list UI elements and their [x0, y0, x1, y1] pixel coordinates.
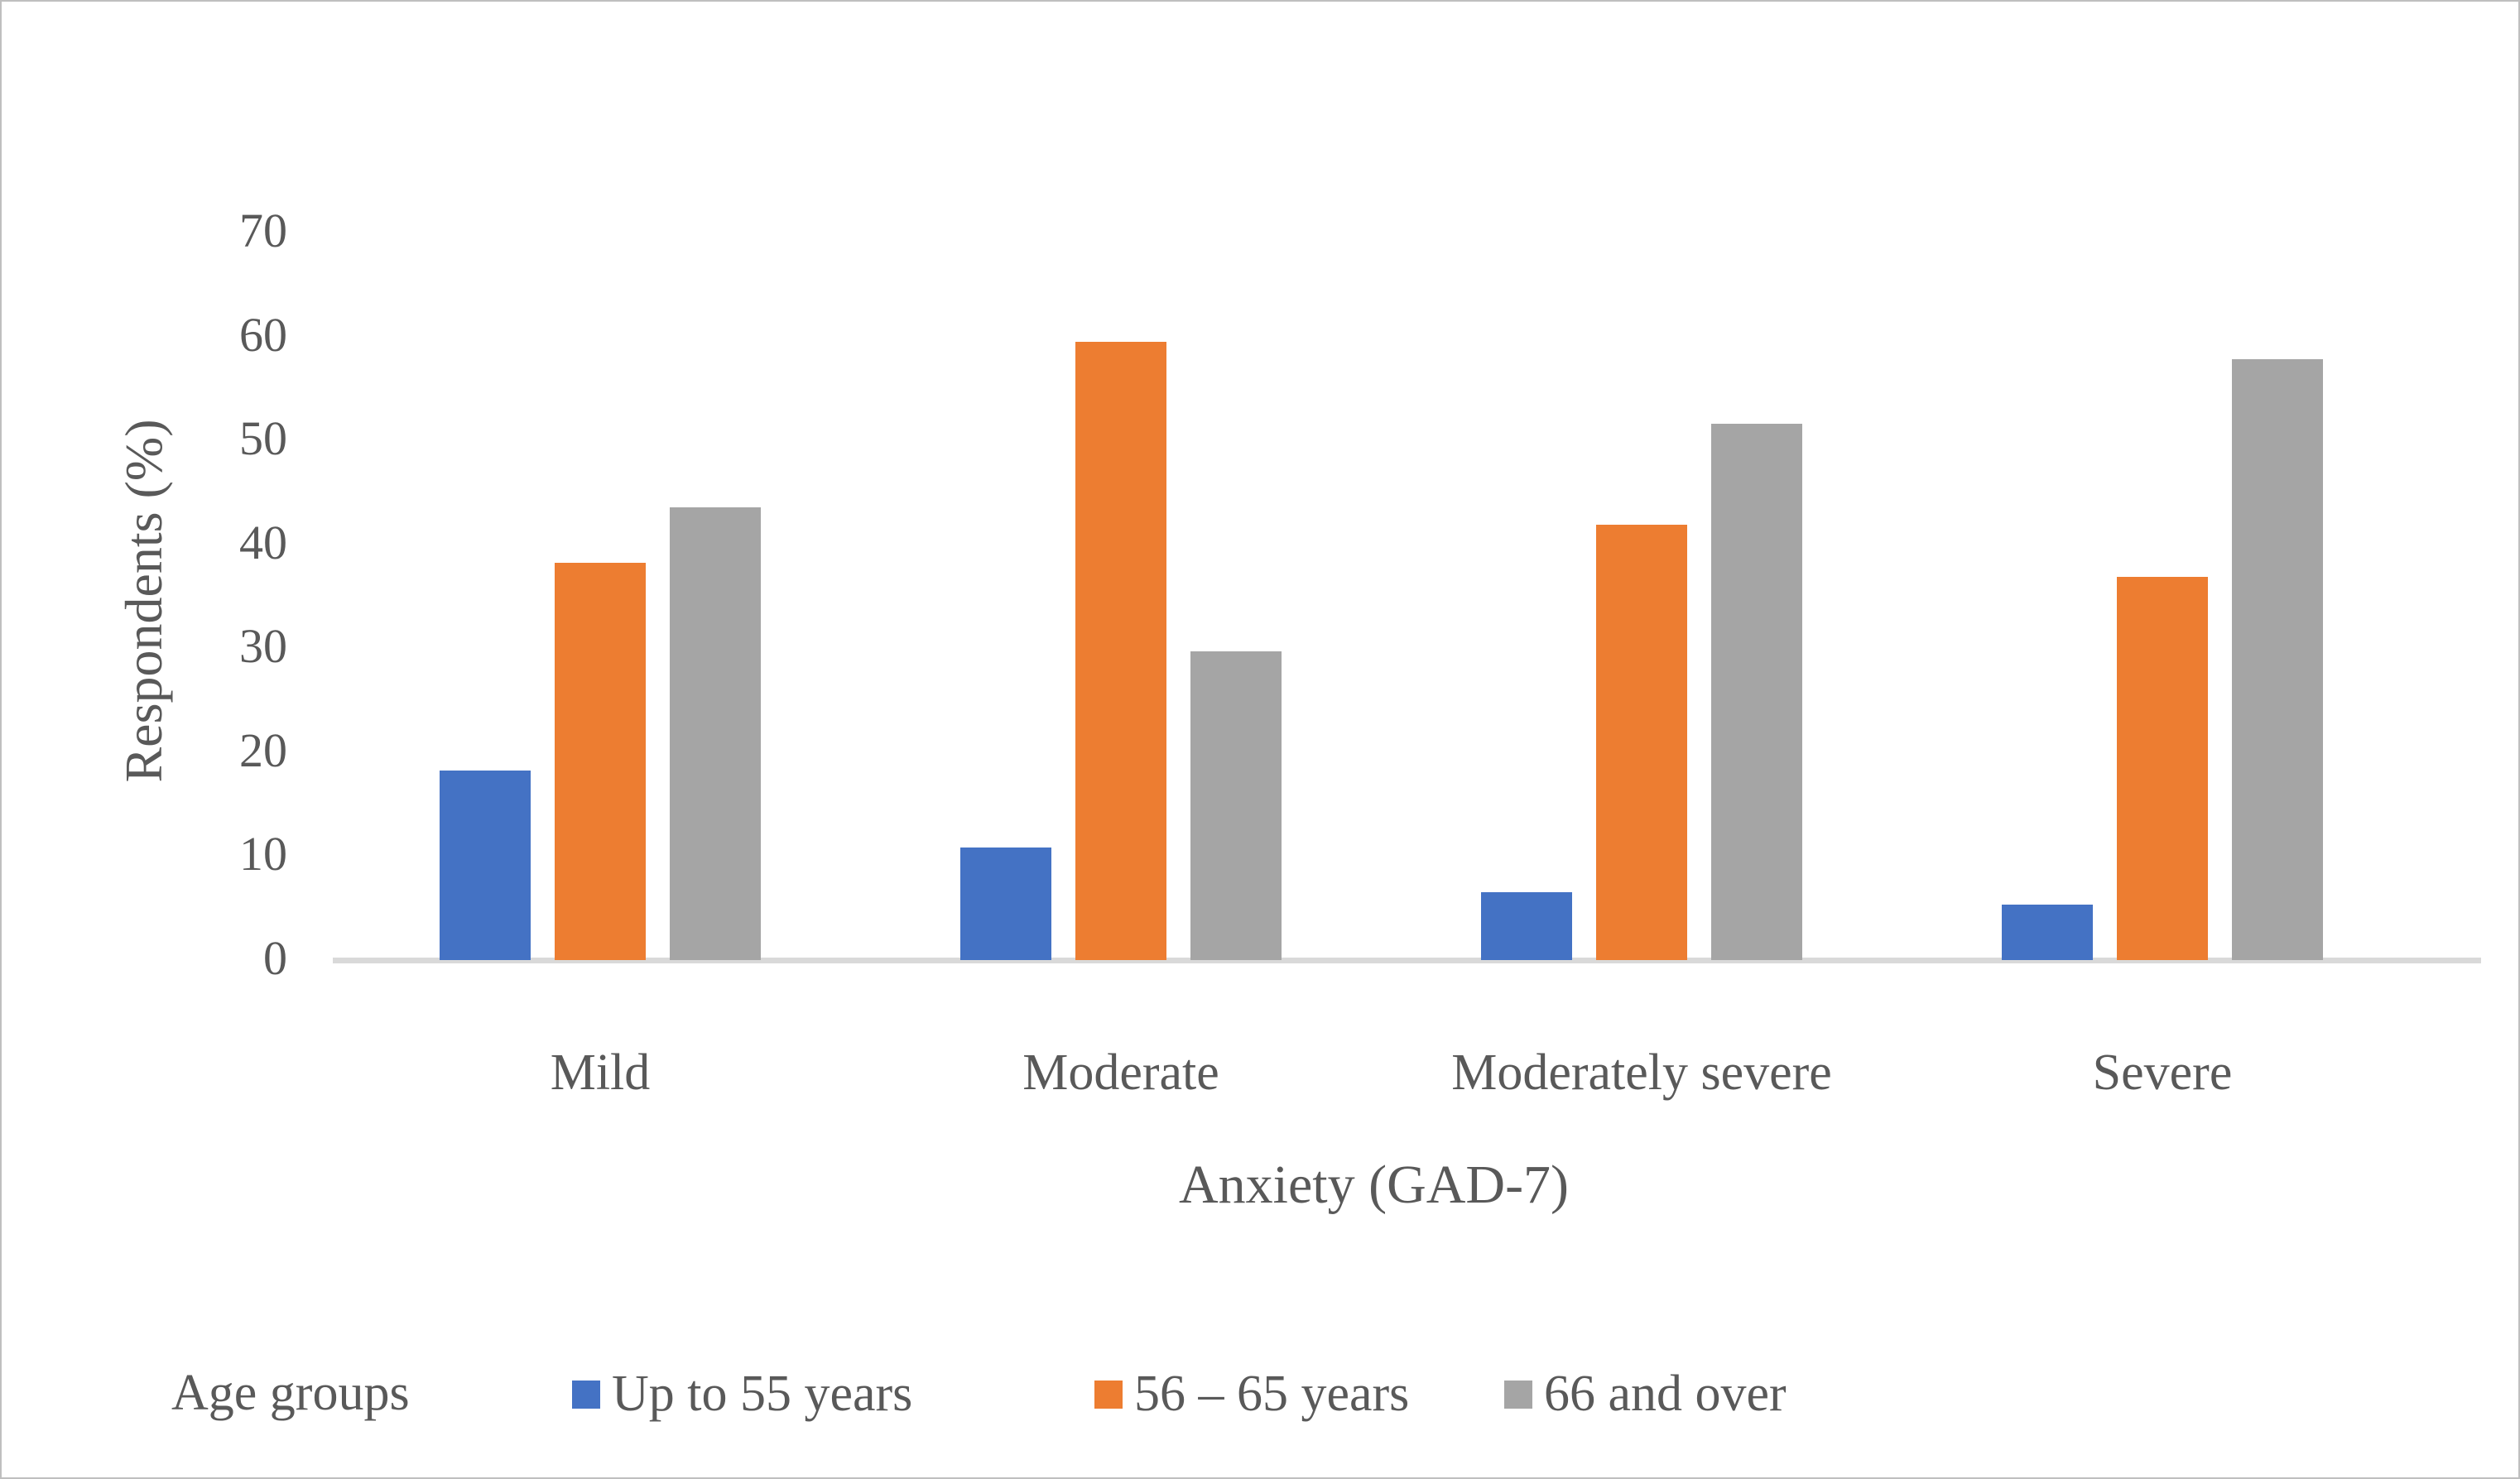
- legend-item-66-and-over: 66 and over: [1504, 1361, 1787, 1424]
- y-tick-label: 60: [239, 307, 287, 362]
- y-tick-label: 20: [239, 723, 287, 777]
- legend-label: Up to 55 years: [612, 1366, 913, 1423]
- legend-swatch-66-and-over: [1504, 1380, 1532, 1409]
- bar-moderately-severe-56-65-years: [1596, 524, 1687, 960]
- x-axis-title: Anxiety (GAD-7): [1178, 1155, 1570, 1215]
- x-category-label-severe: Severe: [2092, 1044, 2233, 1101]
- bar-severe-56-65-years: [2117, 576, 2208, 960]
- bar-mild-66-and-over: [670, 507, 761, 960]
- legend-title: Age groups: [171, 1365, 410, 1421]
- legend-swatch-up-to-55-years: [572, 1380, 600, 1409]
- x-axis-baseline: [333, 958, 2481, 963]
- bar-severe-up-to-55-years: [2002, 905, 2093, 960]
- bar-moderate-up-to-55-years: [960, 848, 1051, 960]
- x-category-label-moderately-severe: Moderately severe: [1451, 1044, 1832, 1101]
- bar-moderate-66-and-over: [1190, 651, 1282, 960]
- legend-label: 66 and over: [1544, 1366, 1787, 1423]
- x-category-label-moderate: Moderate: [1022, 1044, 1219, 1101]
- y-tick-label: 50: [239, 411, 287, 466]
- legend-item-56-65-years: 56 – 65 years: [1094, 1361, 1409, 1424]
- y-tick-label: 70: [239, 204, 287, 258]
- x-category-label-mild: Mild: [550, 1044, 651, 1101]
- bar-moderately-severe-66-and-over: [1711, 424, 1802, 960]
- bar-moderate-56-65-years: [1075, 341, 1166, 960]
- bar-severe-66-and-over: [2232, 359, 2323, 960]
- bar-mild-56-65-years: [555, 563, 646, 960]
- bar-moderately-severe-up-to-55-years: [1481, 892, 1572, 960]
- y-tick-label: 40: [239, 515, 287, 569]
- y-tick-label: 10: [239, 827, 287, 881]
- y-tick-label: 0: [263, 931, 287, 986]
- bar-mild-up-to-55-years: [440, 771, 531, 960]
- y-tick-label: 30: [239, 619, 287, 674]
- legend-item-up-to-55-years: Up to 55 years: [572, 1361, 912, 1424]
- legend-label: 56 – 65 years: [1134, 1366, 1410, 1423]
- legend-swatch-56-65-years: [1094, 1380, 1123, 1409]
